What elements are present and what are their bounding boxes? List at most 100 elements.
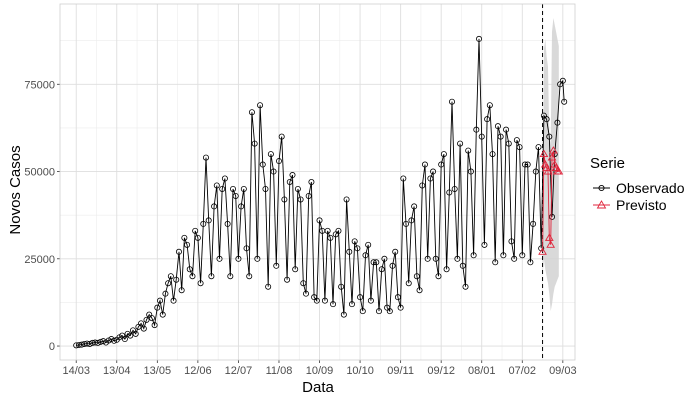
data-point — [451, 185, 458, 192]
grid — [60, 4, 575, 360]
data-point — [86, 340, 93, 347]
legend-title: Serie — [590, 155, 625, 172]
data-point — [427, 175, 434, 182]
data-point — [554, 119, 561, 126]
data-point — [543, 116, 550, 123]
data-point — [524, 161, 531, 168]
data-point — [143, 316, 150, 323]
data-point — [262, 185, 269, 192]
data-point — [489, 151, 496, 158]
data-point — [400, 175, 407, 182]
data-point — [240, 185, 247, 192]
data-point — [386, 308, 393, 315]
data-point — [281, 196, 288, 203]
data-point — [405, 280, 412, 287]
data-point — [430, 168, 437, 175]
data-point — [273, 262, 280, 269]
data-point — [148, 315, 155, 322]
data-point — [454, 255, 461, 262]
data-point — [232, 192, 239, 199]
x-tick-label: 08/01 — [468, 365, 496, 377]
data-point — [257, 102, 264, 109]
data-point — [243, 245, 250, 252]
data-point — [324, 227, 331, 234]
data-point — [543, 167, 553, 175]
data-point — [170, 297, 177, 304]
data-point — [484, 116, 491, 123]
data-point — [413, 273, 420, 280]
series-observado — [73, 35, 568, 349]
data-point — [303, 290, 310, 297]
data-point — [421, 161, 428, 168]
data-point — [467, 168, 474, 175]
data-point — [373, 259, 380, 266]
data-point — [513, 137, 520, 144]
data-point — [424, 255, 431, 262]
y-tick-label: 0 — [49, 341, 55, 353]
series-line — [542, 150, 559, 252]
data-point — [539, 149, 549, 158]
data-point — [370, 259, 377, 266]
legend-label: Previsto — [616, 197, 667, 213]
data-point — [132, 330, 139, 337]
plot-border — [59, 3, 576, 361]
data-point — [330, 301, 337, 308]
data-point — [284, 276, 291, 283]
data-point — [519, 252, 526, 259]
data-point — [297, 196, 304, 203]
plot-panel — [60, 4, 575, 360]
axes: 14/03 13/04 13/05 12/06 12/07 11/08 10/09 10/10… — [24, 3, 577, 377]
data-point — [216, 255, 223, 262]
data-point — [443, 266, 450, 273]
data-point — [151, 322, 158, 329]
data-point — [544, 233, 554, 241]
data-point — [532, 168, 539, 175]
data-point — [111, 337, 118, 344]
data-point — [494, 123, 501, 130]
series-line — [76, 38, 565, 346]
legend-entry-observado: Observado — [593, 180, 685, 196]
data-point — [248, 109, 255, 116]
data-point — [538, 247, 547, 255]
x-tick-label: 12/06 — [184, 365, 212, 377]
data-point — [511, 255, 518, 262]
data-point — [338, 283, 345, 290]
x-tick-label: 07/02 — [509, 365, 537, 377]
data-point — [365, 241, 372, 248]
data-point — [508, 238, 515, 245]
data-point — [448, 98, 455, 105]
data-point — [457, 140, 464, 147]
data-point — [175, 248, 182, 255]
y-tick-label: 50000 — [24, 167, 55, 179]
series-previsto — [538, 146, 564, 255]
y-axis-title: Novos Casos — [7, 145, 24, 234]
data-point — [189, 273, 196, 280]
data-point — [378, 266, 385, 273]
data-point — [546, 133, 553, 140]
data-point — [416, 287, 423, 294]
data-point — [521, 161, 528, 168]
data-point — [362, 252, 369, 259]
data-point — [219, 185, 226, 192]
data-point — [194, 234, 201, 241]
data-point — [224, 220, 231, 227]
data-point — [254, 255, 261, 262]
data-point — [121, 336, 128, 343]
data-point — [202, 154, 209, 161]
data-point — [389, 262, 396, 269]
data-point — [213, 182, 220, 189]
x-tick-label: 12/07 — [225, 365, 253, 377]
data-point — [432, 255, 439, 262]
data-point — [473, 126, 480, 133]
x-tick-label: 09/11 — [387, 365, 414, 377]
data-point — [208, 273, 215, 280]
data-point — [486, 102, 493, 109]
data-point — [127, 332, 134, 339]
x-tick-label: 14/03 — [62, 365, 90, 377]
data-point — [157, 297, 164, 304]
data-point — [192, 227, 199, 234]
x-tick-label: 10/09 — [306, 365, 334, 377]
x-axis-title: Data — [302, 379, 334, 396]
forecast-ribbon — [542, 18, 559, 312]
